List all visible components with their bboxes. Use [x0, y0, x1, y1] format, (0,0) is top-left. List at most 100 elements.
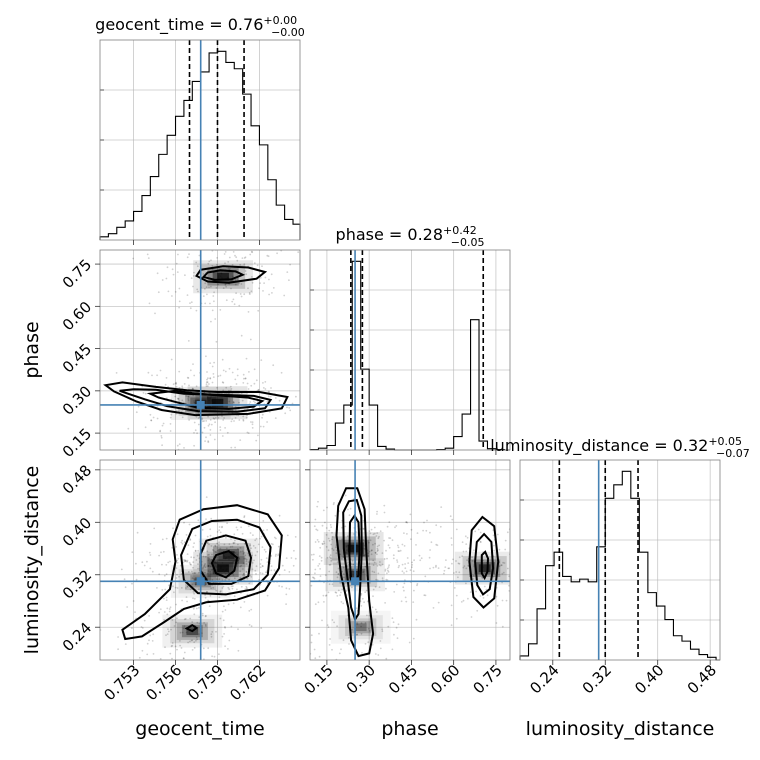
sample-point — [193, 401, 196, 404]
sample-point — [169, 416, 172, 419]
sample-point — [223, 253, 226, 255]
sample-point — [236, 226, 238, 228]
sample-point — [330, 543, 333, 546]
y-tick-label-luminosity_distance: 0.24 — [59, 619, 95, 655]
sample-point — [389, 537, 392, 539]
sample-point — [224, 626, 227, 629]
title-minus-err: −0.00 — [271, 26, 305, 39]
sample-point — [376, 532, 379, 534]
sample-point — [435, 543, 438, 546]
sample-point — [191, 649, 194, 651]
sample-point — [192, 590, 195, 593]
sample-point — [182, 220, 184, 222]
contour-line — [121, 504, 283, 641]
sample-point — [232, 574, 235, 576]
sample-point — [513, 577, 515, 579]
sample-point — [194, 244, 196, 246]
sample-point — [240, 295, 243, 298]
sample-point — [264, 550, 267, 553]
sample-point — [214, 236, 216, 238]
sample-point — [236, 259, 239, 262]
sample-point — [167, 290, 170, 293]
sample-point — [404, 563, 406, 565]
sample-point — [218, 578, 221, 581]
sample-point — [221, 587, 224, 589]
sample-point — [334, 591, 337, 594]
sample-point — [165, 377, 168, 379]
sample-point — [225, 392, 228, 395]
truth-marker — [196, 577, 205, 586]
sample-point — [253, 382, 256, 385]
sample-point — [189, 640, 191, 643]
sample-point — [278, 399, 281, 402]
sample-point — [222, 585, 225, 588]
sample-point — [228, 400, 231, 403]
sample-point — [207, 565, 210, 567]
sample-point — [211, 265, 214, 267]
sample-point — [193, 374, 196, 377]
sample-point — [328, 556, 331, 558]
sample-point — [234, 539, 236, 542]
sample-point — [262, 387, 265, 389]
sample-point — [254, 539, 257, 542]
sample-point — [146, 253, 149, 256]
sample-point — [270, 565, 273, 567]
sample-point — [372, 564, 375, 566]
sample-point — [193, 421, 196, 424]
contour-line — [103, 381, 289, 417]
sample-point — [230, 388, 233, 390]
sample-point — [168, 608, 171, 610]
sample-point — [435, 566, 437, 568]
sample-point — [325, 595, 327, 597]
sample-point — [460, 601, 463, 603]
sample-point — [374, 551, 377, 554]
sample-point — [211, 579, 214, 581]
sample-point — [429, 549, 431, 551]
sample-point — [472, 578, 475, 580]
sample-point — [158, 573, 161, 576]
sample-point — [275, 553, 277, 556]
sample-point — [251, 554, 254, 557]
sample-point — [251, 423, 254, 426]
sample-point — [257, 543, 260, 546]
sample-point — [174, 395, 177, 398]
sample-point — [296, 523, 298, 525]
sample-point — [211, 553, 213, 556]
sample-point — [216, 578, 218, 580]
panel-content — [296, 460, 518, 660]
sample-point — [189, 369, 192, 372]
sample-point — [208, 383, 210, 385]
sample-point — [177, 397, 179, 400]
sample-point — [405, 521, 407, 524]
sample-point — [397, 566, 400, 569]
sample-point — [225, 285, 228, 288]
sample-point — [170, 413, 173, 416]
sample-point — [243, 542, 246, 545]
sample-point — [223, 417, 226, 419]
sample-point — [335, 591, 338, 594]
sample-point — [329, 557, 332, 560]
sample-point — [159, 608, 162, 611]
sample-point — [471, 556, 473, 558]
sample-point — [377, 654, 380, 656]
sample-point — [240, 334, 243, 337]
y-tick-label-luminosity_distance: 0.32 — [59, 566, 95, 602]
sample-point — [208, 260, 211, 263]
sample-point — [373, 532, 376, 535]
sample-point — [341, 558, 343, 560]
sample-point — [261, 565, 264, 568]
sample-point — [159, 658, 162, 660]
sample-point — [194, 572, 197, 574]
sample-point — [144, 392, 147, 395]
sample-point — [217, 375, 220, 378]
sample-point — [376, 510, 378, 513]
sample-point — [223, 605, 225, 608]
sample-point — [516, 575, 518, 577]
sample-point — [325, 534, 328, 536]
sample-point — [498, 548, 501, 551]
sample-point — [283, 569, 286, 571]
sample-point — [208, 286, 210, 289]
x-tick-label-phase: 0.75 — [469, 661, 505, 697]
sample-point — [326, 506, 328, 509]
sample-point — [392, 554, 395, 557]
